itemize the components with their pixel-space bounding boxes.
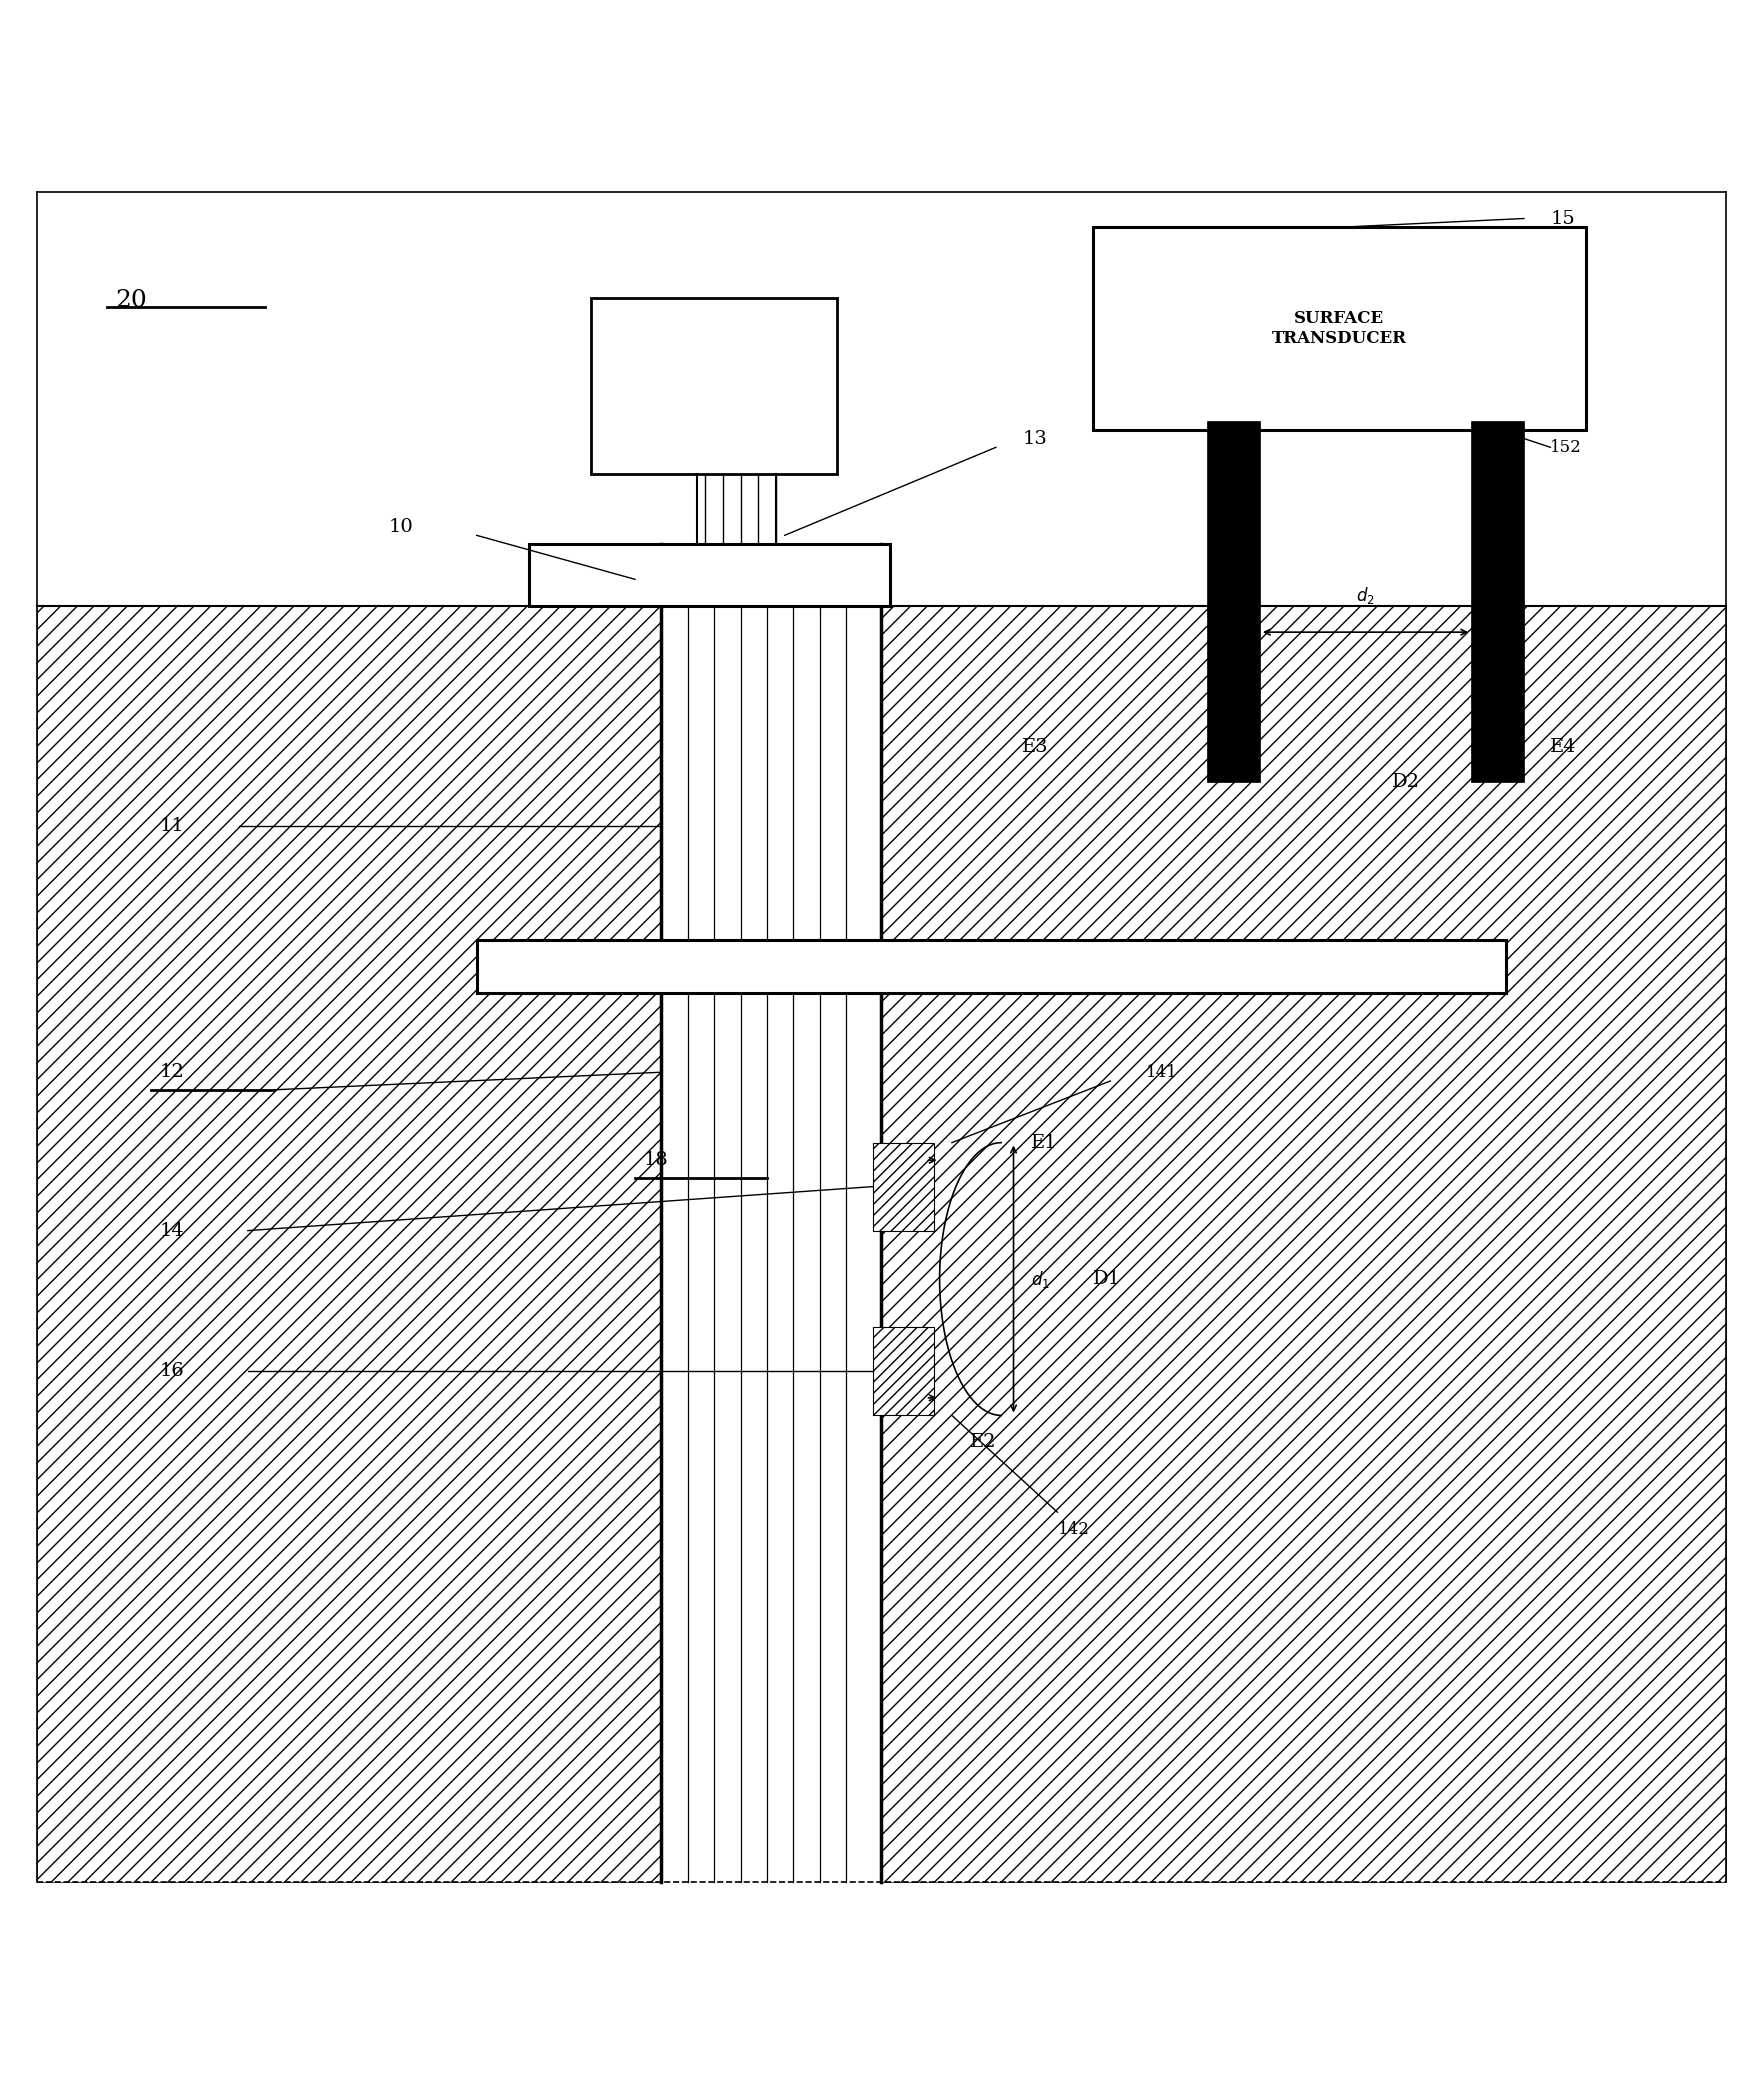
Text: D2: D2 (1393, 774, 1419, 790)
Text: 10: 10 (388, 518, 413, 535)
Text: 142: 142 (1058, 1522, 1090, 1539)
Text: 16: 16 (160, 1363, 185, 1381)
Bar (591, 299, 837, 473)
Bar (661, 429, 882, 1881)
Text: 15: 15 (1550, 209, 1574, 228)
Text: 12: 12 (160, 1064, 185, 1081)
Text: $d_2$: $d_2$ (1356, 585, 1375, 606)
Text: 11: 11 (160, 817, 185, 834)
Text: 18: 18 (643, 1151, 668, 1170)
Text: 20: 20 (116, 288, 148, 311)
Bar (37, 228, 1726, 606)
Text: 141: 141 (1146, 1064, 1178, 1081)
Text: E2: E2 (970, 1433, 996, 1452)
Text: D1: D1 (1093, 1269, 1121, 1288)
Text: E1: E1 (1031, 1134, 1058, 1151)
Bar (529, 543, 890, 606)
Bar (873, 1143, 934, 1230)
Text: $d_1$: $d_1$ (1031, 1269, 1051, 1290)
Bar (882, 606, 1726, 1881)
Bar (1208, 421, 1261, 782)
Bar (37, 606, 661, 1881)
Text: 152: 152 (1550, 440, 1581, 456)
Bar (1470, 421, 1523, 782)
Text: E4: E4 (1550, 738, 1576, 755)
Bar (1093, 228, 1585, 429)
Bar (696, 473, 776, 543)
Text: 13: 13 (1023, 429, 1047, 448)
Text: 14: 14 (160, 1222, 185, 1240)
Text: 151: 151 (1218, 456, 1250, 473)
Text: SURFACE
TRANSDUCER: SURFACE TRANSDUCER (1271, 311, 1407, 346)
Bar (476, 940, 1506, 993)
Bar (873, 1327, 934, 1414)
Text: E3: E3 (1023, 738, 1049, 755)
